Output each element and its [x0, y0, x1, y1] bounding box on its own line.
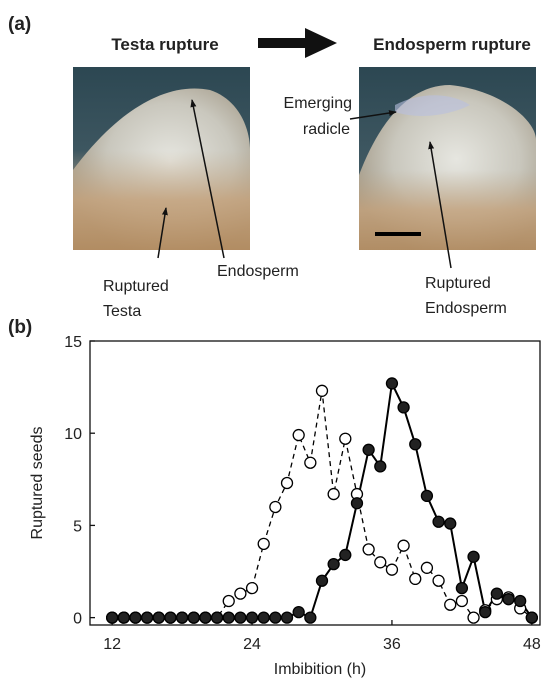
data-point	[106, 611, 119, 624]
y-tick-label: 0	[73, 611, 82, 628]
data-point	[467, 611, 480, 624]
data-point	[444, 517, 457, 530]
y-tick-label: 15	[64, 334, 82, 351]
data-point	[432, 574, 445, 587]
data-point	[327, 557, 340, 571]
x-axis-label: Imbibition (h)	[274, 661, 366, 678]
data-point	[304, 611, 317, 624]
annotation-arrow	[349, 110, 397, 120]
data-point	[350, 497, 364, 510]
stage-title: Endosperm rupture	[373, 35, 531, 54]
data-point	[269, 611, 282, 624]
data-point	[362, 543, 375, 556]
data-point	[222, 611, 235, 624]
data-point	[269, 500, 282, 514]
plot-frame	[89, 340, 541, 626]
annotation: Emerging	[284, 95, 352, 112]
data-point	[199, 611, 212, 624]
data-point	[187, 611, 200, 624]
data-point	[292, 428, 305, 442]
data-point	[420, 561, 434, 574]
annotation-arrow	[157, 207, 168, 259]
panel-label: (b)	[8, 317, 32, 338]
data-point	[140, 611, 154, 624]
data-point	[455, 581, 469, 595]
panel-label: (a)	[8, 14, 31, 35]
data-point	[280, 611, 294, 624]
x-tick-label: 48	[523, 636, 541, 653]
data-point	[210, 611, 224, 624]
photo	[73, 67, 250, 250]
annotation: Testa	[103, 303, 141, 320]
data-point	[152, 611, 165, 624]
data-point	[397, 539, 410, 552]
stage-arrow	[258, 28, 337, 58]
data-point	[339, 548, 352, 562]
y-tick-label: 5	[73, 518, 82, 535]
data-point	[257, 611, 270, 624]
data-point	[479, 605, 492, 619]
scale-bar	[375, 232, 421, 236]
data-point	[374, 460, 387, 473]
data-point	[175, 611, 189, 624]
x-tick-label: 36	[383, 636, 401, 653]
data-point	[409, 572, 422, 586]
annotation: Ruptured	[103, 278, 169, 295]
y-axis-label: Ruptured seeds	[29, 427, 46, 540]
data-point	[304, 456, 317, 469]
annotation: Ruptured	[425, 275, 491, 292]
data-point	[420, 489, 434, 503]
annotation: radicle	[303, 121, 350, 138]
data-point	[257, 537, 270, 551]
y-tick-label: 10	[64, 426, 82, 443]
data-point	[432, 515, 445, 528]
data-point	[385, 563, 399, 576]
data-point	[525, 611, 538, 624]
data-point	[467, 550, 480, 563]
annotation-arrow	[428, 141, 452, 269]
data-point	[502, 593, 515, 606]
data-point	[514, 594, 527, 608]
data-point	[245, 581, 259, 595]
data-point	[455, 594, 469, 608]
data-point	[117, 611, 130, 624]
x-tick-label: 12	[103, 636, 121, 653]
data-point	[374, 556, 387, 569]
data-point	[315, 384, 329, 397]
data-point	[339, 432, 352, 445]
data-point	[327, 487, 340, 501]
data-point	[490, 587, 504, 600]
data-point	[234, 611, 247, 624]
data-point	[444, 598, 457, 611]
data-point	[385, 377, 399, 390]
data-point	[234, 587, 247, 600]
data-point	[222, 594, 235, 608]
data-point	[129, 611, 142, 624]
data-point	[409, 438, 422, 451]
annotation: Endosperm	[425, 300, 507, 317]
annotation: Endosperm	[217, 263, 299, 280]
data-point	[362, 443, 375, 456]
data-point	[245, 611, 259, 624]
data-point	[280, 476, 294, 490]
data-point	[397, 401, 410, 414]
x-tick-label: 24	[243, 636, 261, 653]
data-point	[292, 605, 305, 619]
data-point	[164, 611, 177, 624]
stage-title: Testa rupture	[111, 35, 218, 54]
data-point	[315, 574, 329, 587]
annotation-arrow	[190, 99, 225, 259]
photo	[359, 67, 536, 250]
